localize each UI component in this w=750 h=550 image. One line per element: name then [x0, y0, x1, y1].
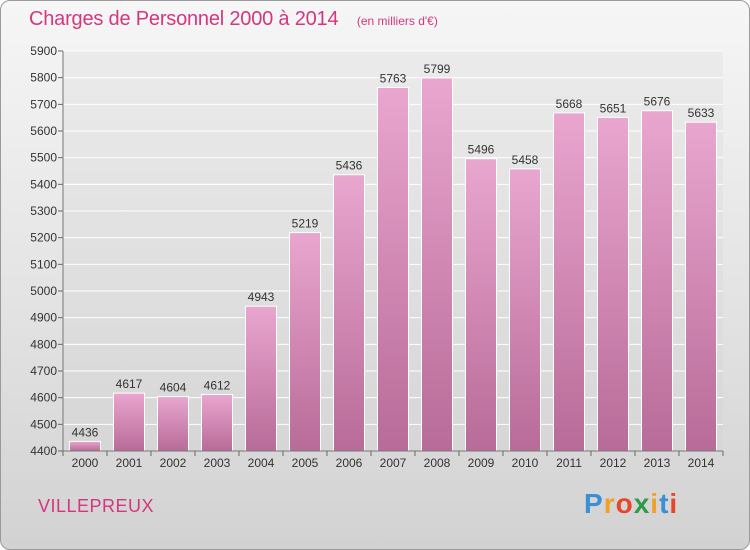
value-label: 4612	[204, 378, 231, 392]
value-label: 5496	[468, 143, 495, 157]
value-label: 5763	[380, 72, 407, 86]
y-tick-label: 5600	[30, 124, 57, 138]
x-tick-label: 2001	[116, 456, 143, 470]
y-tick-label: 4600	[30, 391, 57, 405]
bar-2009	[465, 158, 497, 452]
x-tick-label: 2014	[688, 456, 715, 470]
proxiti-logo[interactable]: Proxiti	[584, 488, 678, 520]
logo-letter: r	[603, 488, 616, 519]
x-tick-label: 2012	[600, 456, 627, 470]
y-tick-label: 4800	[30, 337, 57, 351]
x-tick-label: 2004	[248, 456, 275, 470]
value-label: 5633	[688, 106, 715, 120]
bar-2006	[333, 174, 365, 452]
logo-letter: t	[659, 488, 670, 519]
x-tick-label: 2000	[72, 456, 99, 470]
bar-2007	[377, 87, 409, 452]
y-tick-label: 5900	[30, 44, 57, 58]
bar-2011	[553, 112, 585, 452]
x-tick-label: 2009	[468, 456, 495, 470]
y-tick-label: 4700	[30, 364, 57, 378]
value-label: 5676	[644, 95, 671, 109]
chart-unit: (en milliers d'€)	[356, 14, 438, 28]
logo-letter: P	[584, 488, 604, 519]
y-tick-label: 4500	[30, 417, 57, 431]
value-label: 5458	[512, 153, 539, 167]
value-label: 5651	[600, 101, 627, 115]
bar-2012	[597, 116, 629, 452]
bar-2004	[245, 305, 277, 452]
commune-name: VILLEPREUX	[38, 496, 155, 516]
value-labels: 4436 4617 4604 4612 4943 5219 5436 5763 5799 5496…	[72, 62, 715, 439]
bar-2003	[201, 393, 233, 452]
y-tick-label: 5400	[30, 177, 57, 191]
chart-title: Charges de Personnel 2000 à 2014	[29, 8, 339, 30]
bar-2000	[69, 440, 101, 452]
x-tick-label: 2011	[556, 456, 582, 470]
x-tick-label: 2005	[292, 456, 319, 470]
x-tick-label: 2013	[644, 456, 671, 470]
x-tick-label: 2003	[204, 456, 231, 470]
y-tick-label: 4900	[30, 311, 57, 325]
bar-2005	[289, 232, 321, 452]
logo-letter: i	[669, 488, 679, 519]
value-label: 4604	[160, 381, 187, 395]
bars	[69, 77, 717, 452]
logo-letter: i	[650, 488, 660, 519]
value-label: 4436	[72, 425, 99, 439]
value-label: 4943	[248, 290, 275, 304]
y-tick-label: 5700	[30, 97, 57, 111]
bar-2008	[421, 77, 453, 452]
value-label: 4617	[116, 377, 143, 391]
bar-2001	[113, 392, 145, 452]
bar-2010	[509, 168, 541, 452]
y-tick-label: 5100	[30, 257, 57, 271]
value-label: 5219	[292, 217, 319, 231]
y-tick-label: 5800	[30, 71, 57, 85]
x-tick-label: 2007	[380, 456, 407, 470]
x-axis: 2000 2001 2002 2003 2004 2005 2006 2007 2008 2009…	[62, 450, 724, 470]
x-tick-label: 2008	[424, 456, 451, 470]
y-tick-label: 4400	[30, 444, 57, 458]
value-label: 5799	[424, 62, 451, 76]
logo-letter: x	[633, 488, 651, 519]
y-tick-label: 5200	[30, 231, 57, 245]
bar-2013	[641, 110, 673, 452]
value-label: 5436	[336, 159, 363, 173]
x-tick-label: 2006	[336, 456, 363, 470]
chart-title-block: Charges de Personnel 2000 à 2014 (en mil…	[29, 8, 438, 31]
y-tick-label: 5000	[30, 284, 57, 298]
x-tick-label: 2002	[160, 456, 187, 470]
value-label: 5668	[556, 97, 583, 111]
bar-2014	[685, 121, 717, 452]
x-tick-label: 2010	[512, 456, 539, 470]
logo-letter: o	[615, 488, 634, 519]
y-tick-label: 5300	[30, 204, 57, 218]
y-axis: 4400 4500 4600 4700 4800 4900 5000 5100 5200 5300…	[30, 44, 64, 458]
y-tick-label: 5500	[30, 151, 57, 165]
bar-2002	[157, 396, 189, 452]
